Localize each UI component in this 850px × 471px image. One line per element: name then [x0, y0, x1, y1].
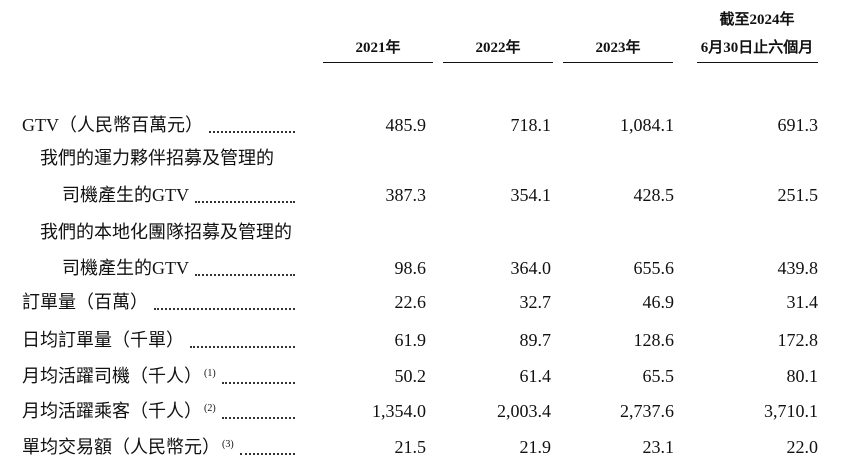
- cell-value: 31.4: [786, 292, 819, 312]
- cell-value: 80.1: [786, 366, 819, 386]
- label-text: 月均活躍司機（千人）: [22, 366, 202, 386]
- cell-value: 89.7: [519, 330, 552, 350]
- column-header: 2022年: [475, 40, 521, 56]
- cell-value: 61.4: [519, 366, 552, 386]
- cell-value: 2,003.4: [497, 401, 551, 421]
- row-label: 月均活躍司機（千人） (1): [22, 365, 216, 387]
- cell-value: 485.9: [385, 115, 427, 135]
- cell-value: 46.9: [642, 292, 675, 312]
- label-text: 日均訂單量（千單）: [22, 330, 184, 350]
- cell-value: 22.0: [786, 437, 819, 457]
- cell-value: 3,710.1: [764, 401, 818, 421]
- label-text: 訂單量（百萬）: [22, 292, 148, 312]
- header-rule: [697, 62, 818, 63]
- label-text: GTV（人民幣百萬元）: [22, 115, 203, 135]
- cell-value: 22.6: [394, 292, 427, 312]
- footnote-ref: (1): [204, 368, 216, 379]
- cell-value: 23.1: [642, 437, 675, 457]
- column-header: 6月30日止六個月: [700, 40, 814, 56]
- label-text: 司機產生的GTV: [62, 258, 189, 278]
- cell-value: 718.1: [510, 115, 552, 135]
- cell-value: 32.7: [519, 292, 552, 312]
- footnote-ref: (3): [222, 439, 234, 450]
- leader-dots: [240, 453, 295, 455]
- row-label: GTV（人民幣百萬元）: [22, 114, 203, 136]
- leader-dots: [222, 417, 295, 419]
- leader-dots: [222, 382, 295, 384]
- row-label: 司機產生的GTV: [62, 257, 189, 279]
- leader-dots: [195, 274, 295, 276]
- row-label: 訂單量（百萬）: [22, 291, 148, 313]
- cell-value: 251.5: [777, 185, 819, 205]
- header-rule: [323, 62, 433, 63]
- cell-value: 21.9: [519, 437, 552, 457]
- header-rule: [563, 62, 673, 63]
- label-text: 我們的本地化團隊招募及管理的: [40, 222, 292, 242]
- cell-value: 98.6: [394, 258, 427, 278]
- cell-value: 61.9: [394, 330, 427, 350]
- row-label: 我們的本地化團隊招募及管理的: [40, 221, 292, 243]
- cell-value: 21.5: [394, 437, 427, 457]
- cell-value: 691.3: [777, 115, 819, 135]
- cell-value: 65.5: [642, 366, 675, 386]
- cell-value: 364.0: [510, 258, 552, 278]
- cell-value: 439.8: [777, 258, 819, 278]
- footnote-ref: (2): [204, 403, 216, 414]
- label-text: 司機產生的GTV: [62, 185, 189, 205]
- row-label: 我們的運力夥伴招募及管理的: [40, 147, 274, 169]
- header-rule: [443, 62, 553, 63]
- label-text: 月均活躍乘客（千人）: [22, 401, 202, 421]
- cell-value: 2,737.6: [620, 401, 674, 421]
- cell-value: 1,084.1: [620, 115, 674, 135]
- row-label: 司機產生的GTV: [62, 184, 189, 206]
- leader-dots: [195, 201, 295, 203]
- cell-value: 1,354.0: [372, 401, 426, 421]
- row-label: 單均交易額（人民幣元） (3): [22, 436, 234, 458]
- cell-value: 128.6: [633, 330, 675, 350]
- cell-value: 428.5: [633, 185, 675, 205]
- leader-dots: [209, 131, 295, 133]
- label-text: 單均交易額（人民幣元）: [22, 437, 220, 457]
- row-label: 月均活躍乘客（千人） (2): [22, 400, 216, 422]
- leader-dots: [154, 308, 295, 310]
- cell-value: 50.2: [394, 366, 427, 386]
- cell-value: 354.1: [510, 185, 552, 205]
- cell-value: 655.6: [633, 258, 675, 278]
- column-header: 2021年: [355, 40, 401, 56]
- cell-value: 172.8: [777, 330, 819, 350]
- column-header: 2023年: [595, 40, 641, 56]
- label-text: 我們的運力夥伴招募及管理的: [40, 148, 274, 168]
- column-header: 截至2024年: [719, 12, 795, 28]
- cell-value: 387.3: [385, 185, 427, 205]
- row-label: 日均訂單量（千單）: [22, 329, 184, 351]
- leader-dots: [190, 346, 295, 348]
